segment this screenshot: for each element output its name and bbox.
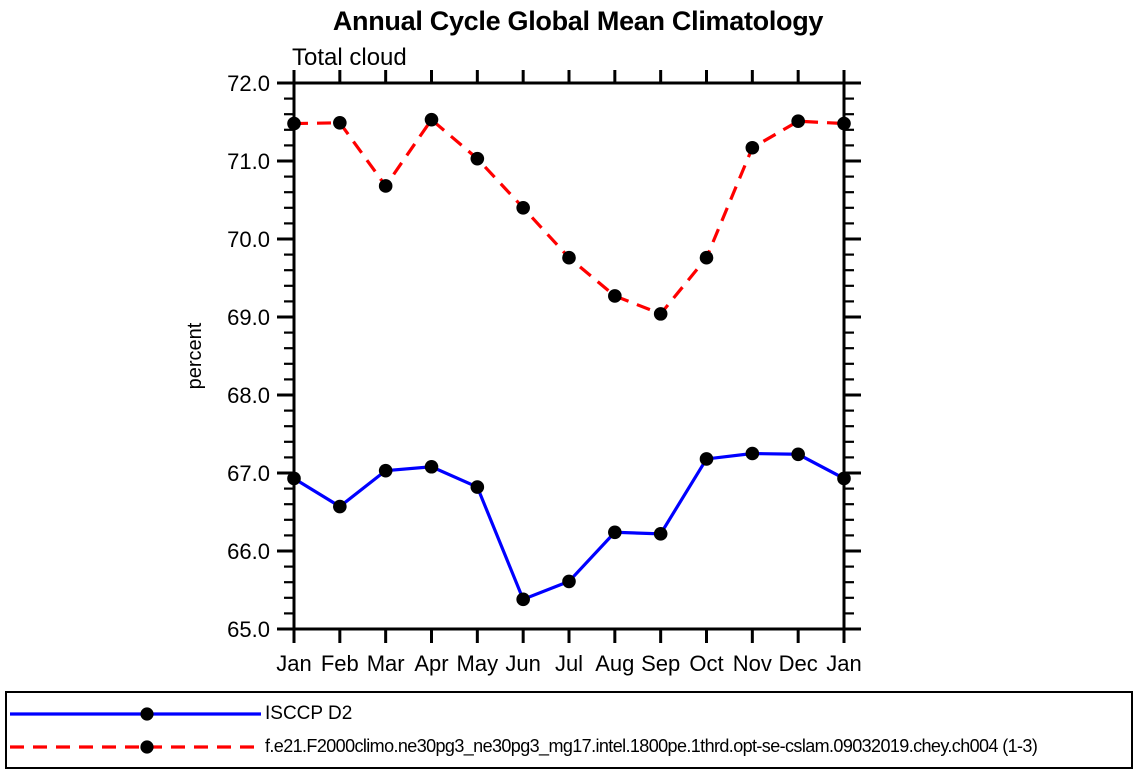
series-1-marker [653, 307, 668, 321]
x-tick-label: Oct [689, 651, 723, 676]
series-0-marker [287, 471, 301, 486]
series-0-marker [699, 452, 714, 466]
series-0-marker [562, 574, 576, 589]
x-tick-label: Feb [321, 651, 359, 676]
plot-area: 65.0 66.0 67.0 68.0 69.0 70.0 71.0 72.0 Jan Feb Ma… [227, 70, 862, 676]
x-tick-label: Sep [641, 651, 680, 676]
series-1-marker [837, 116, 851, 131]
y-tick-label: 69.0 [227, 305, 270, 330]
plot-frame [292, 81, 846, 631]
series-1-marker [287, 116, 301, 131]
legend-marker-0-icon [140, 706, 154, 721]
series-0-marker [653, 527, 668, 541]
series-0-marker [791, 447, 805, 462]
y-tick-label: 67.0 [227, 461, 270, 486]
legend-item-model: f.e21.F2000climo.ne30pg3_ne30pg3_mg17.in… [7, 730, 1131, 763]
x-tick-label: Jun [505, 651, 540, 676]
series-0-marker [516, 592, 530, 607]
series-0-marker [745, 446, 760, 461]
series-1-marker [333, 115, 347, 130]
series-1-marker [699, 250, 714, 265]
series-0-marker [470, 480, 485, 494]
series-0-marker [608, 525, 622, 540]
x-tick-label: Apr [414, 651, 448, 676]
x-tick-label: Dec [779, 651, 818, 676]
x-tick-label: Nov [733, 651, 772, 676]
legend-label-0: ISCCP D2 [265, 702, 353, 724]
y-tick-label: 65.0 [227, 617, 270, 642]
y-tick-label: 72.0 [227, 71, 270, 96]
series-1-marker [791, 114, 805, 129]
series-1-marker [516, 201, 530, 215]
series-0-marker [333, 499, 347, 514]
series-0-marker [837, 471, 851, 486]
series-0-marker [424, 459, 439, 474]
y-tick-label: 70.0 [227, 227, 270, 252]
legend-box: ISCCP D2 f.e21.F2000climo.ne30pg3_ne30pg… [5, 691, 1133, 769]
y-tick-label: 71.0 [227, 149, 270, 174]
x-tick-label: Jul [555, 651, 583, 676]
chart-plot-svg: 65.0 66.0 67.0 68.0 69.0 70.0 71.0 72.0 Jan Feb Ma… [184, 70, 862, 676]
legend-swatch-0 [10, 706, 261, 721]
x-tick-label: Jan [826, 651, 861, 676]
legend-item-isccp: ISCCP D2 [7, 697, 1131, 730]
series-line-1 [293, 117, 845, 316]
series-1-marker [470, 151, 485, 166]
chart-title: Annual Cycle Global Mean Climatology [332, 6, 824, 36]
series-1-marker [562, 250, 576, 265]
series-1-marker [378, 179, 393, 193]
x-tick-label: Jan [276, 651, 311, 676]
y-tick-label: 68.0 [227, 383, 270, 408]
series-1-marker [608, 289, 622, 303]
chart-subtitle: Total cloud [292, 44, 407, 71]
legend-label-1: f.e21.F2000climo.ne30pg3_ne30pg3_mg17.in… [265, 736, 1038, 756]
y-tick-label: 66.0 [227, 539, 270, 564]
y-axis-label: percent [184, 322, 206, 389]
legend-swatch-1 [10, 739, 261, 754]
series-1-marker [745, 140, 760, 155]
series-1-marker [424, 112, 439, 127]
series-0-marker [378, 463, 393, 478]
x-tick-label: Mar [367, 651, 405, 676]
x-tick-label: May [457, 651, 499, 676]
x-tick-label: Aug [595, 651, 634, 676]
legend-marker-1-icon [140, 739, 154, 754]
